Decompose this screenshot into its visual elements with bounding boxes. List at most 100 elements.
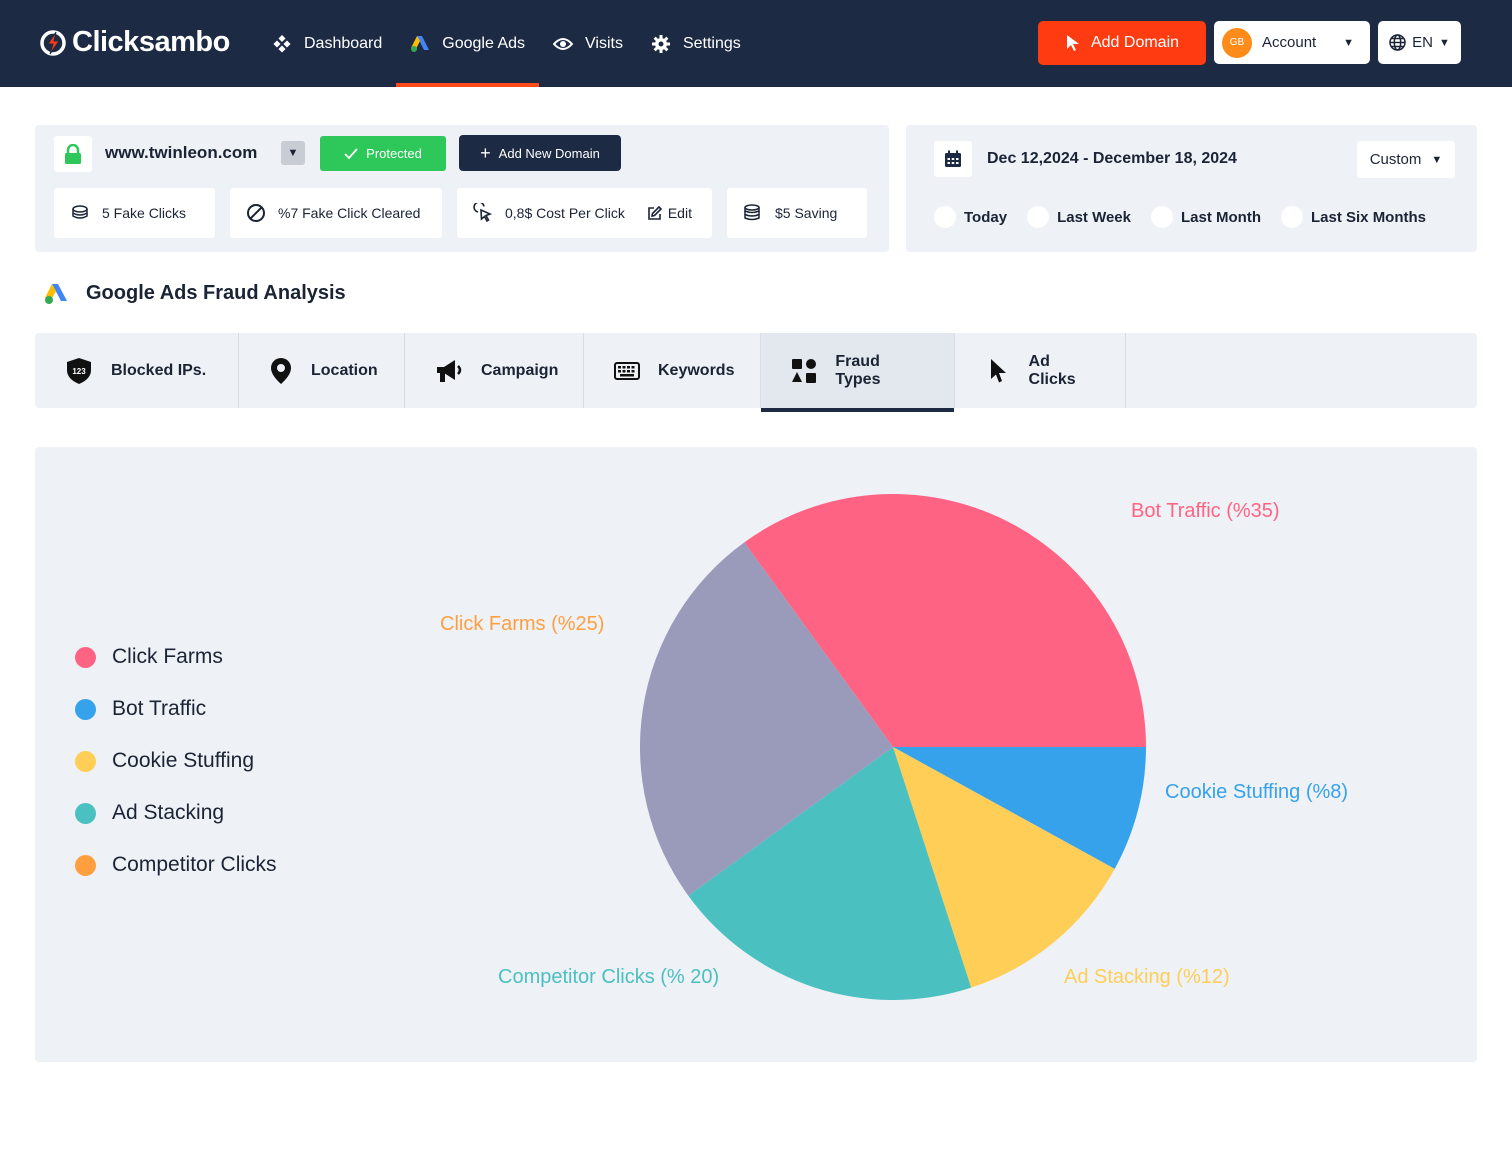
chevron-down-icon: ▼ [1431, 153, 1443, 166]
legend-label: Cookie Stuffing [112, 749, 255, 772]
edit-cpc-button[interactable]: Edit [647, 205, 692, 221]
click-pointer-icon [473, 203, 493, 223]
cursor-icon [985, 357, 1011, 385]
radio-last-week[interactable]: Last Week [1027, 206, 1131, 228]
legend-swatch [75, 750, 96, 772]
calendar-icon[interactable] [934, 141, 972, 177]
legend-label: Click Farms [112, 645, 223, 668]
check-icon [344, 147, 358, 159]
fake-clicks-label: 5 Fake Clicks [102, 205, 187, 221]
radio-circle [934, 206, 956, 228]
radio-last-six-months[interactable]: Last Six Months [1281, 206, 1426, 228]
cost-per-click-label: 0,8$ Cost Per Click [505, 205, 625, 221]
saving-label: $5 Saving [775, 205, 838, 221]
radio-today[interactable]: Today [934, 206, 1007, 228]
svg-text:123: 123 [72, 367, 86, 376]
protected-badge: Protected [320, 136, 446, 171]
fake-click-cleared-stat: %7 Fake Click Cleared [230, 188, 442, 238]
tab-ad-clicks[interactable]: Ad Clicks [955, 333, 1126, 408]
main-nav: Dashboard Google Ads Visits Settings [258, 0, 755, 87]
megaphone-icon [435, 357, 463, 385]
section-title-text: Google Ads Fraud Analysis [86, 282, 346, 304]
domain-dropdown-toggle[interactable]: ▼ [281, 141, 305, 165]
nav-dashboard-label: Dashboard [304, 34, 383, 52]
pie-label-cookie-stuffing: Cookie Stuffing (%8) [1165, 781, 1348, 803]
add-domain-label: Add Domain [1090, 34, 1180, 51]
chart-legend: Click Farms Bot Traffic Cookie Stuffing … [75, 631, 277, 891]
nav-settings[interactable]: Settings [637, 0, 755, 87]
keyboard-icon [614, 357, 640, 385]
domain-name: www.twinleon.com [105, 143, 258, 162]
cost-per-click-stat: 0,8$ Cost Per Click Edit [457, 188, 712, 238]
legend-swatch [75, 802, 96, 824]
nav-google-ads[interactable]: Google Ads [396, 0, 539, 87]
tab-keywords[interactable]: Keywords [584, 333, 761, 408]
date-quick-options: Today Last Week Last Month Last Six Mont… [934, 206, 1426, 228]
fraud-types-pie-chart: Bot Traffic (%35) Cookie Stuffing (%8) Ad … [440, 494, 1348, 1000]
pie-label-bot-traffic: Bot Traffic (%35) [1131, 500, 1280, 522]
tab-location[interactable]: Location [239, 333, 405, 408]
add-new-domain-button[interactable]: + Add New Domain [459, 135, 621, 171]
gear-icon [651, 34, 671, 54]
date-filter-panel: Dec 12,2024 - December 18, 2024 Custom ▼… [906, 125, 1477, 252]
section-title: Google Ads Fraud Analysis [44, 282, 346, 305]
nav-visits-label: Visits [585, 34, 623, 52]
eye-icon [553, 34, 574, 54]
radio-circle [1281, 206, 1303, 228]
add-new-domain-label: Add New Domain [498, 145, 600, 161]
pie-slice-ad-stacking[interactable] [893, 747, 1115, 988]
google-ads-icon [45, 283, 67, 304]
pie-slice-bot-traffic[interactable] [744, 494, 1146, 747]
dashboard-icon [272, 34, 292, 54]
nav-google-ads-label: Google Ads [442, 34, 526, 52]
account-dropdown[interactable]: GB Account ▼ [1214, 21, 1370, 64]
pie-label-click-farms: Click Farms (%25) [440, 613, 604, 635]
account-label: Account [1262, 34, 1317, 51]
tab-fraud-types[interactable]: Fraud Types [761, 333, 955, 412]
fake-clicks-stat: 5 Fake Clicks [54, 188, 215, 238]
logo-icon [40, 29, 66, 56]
domain-panel: www.twinleon.com ▼ Protected + Add New D… [35, 125, 889, 252]
logo[interactable]: Clicksambo [38, 26, 230, 59]
add-domain-button[interactable]: Add Domain [1038, 21, 1206, 65]
legend-swatch [75, 854, 96, 876]
radio-last-month[interactable]: Last Month [1151, 206, 1261, 228]
radio-label: Today [964, 208, 1008, 226]
language-label: EN [1412, 34, 1433, 51]
pie-slice-cookie-stuffing[interactable] [893, 747, 1146, 869]
analysis-tabs: 123 Blocked IPs. Location Campaign Keywo… [35, 333, 1477, 412]
edit-label: Edit [667, 205, 692, 221]
tab-blocked-ips[interactable]: 123 Blocked IPs. [35, 333, 239, 408]
tab-campaign[interactable]: Campaign [405, 333, 584, 408]
radio-circle [1027, 206, 1050, 228]
nav-dashboard[interactable]: Dashboard [258, 0, 396, 87]
tab-label: Location [311, 361, 378, 379]
stack-icon [72, 205, 88, 219]
tab-label: Ad Clicks [1028, 352, 1076, 388]
legend-item: Cookie Stuffing [75, 735, 277, 787]
chevron-down-icon: ▼ [1343, 36, 1354, 49]
legend-swatch [75, 646, 96, 668]
tab-label: Fraud Types [835, 352, 881, 388]
coins-icon [744, 204, 760, 221]
radio-label: Last Six Months [1311, 208, 1427, 226]
radio-label: Last Week [1057, 208, 1131, 226]
pie-slice-click-farms[interactable] [640, 542, 893, 896]
radio-label: Last Month [1181, 208, 1261, 226]
fake-click-cleared-label: %7 Fake Click Cleared [278, 205, 421, 221]
date-range-select[interactable]: Custom ▼ [1357, 141, 1455, 178]
globe-icon [1389, 34, 1406, 51]
edit-icon [648, 205, 662, 220]
nav-settings-label: Settings [682, 34, 741, 52]
legend-item: Bot Traffic [75, 683, 277, 735]
radio-circle [1151, 206, 1173, 228]
pie-slice-competitor-clicks[interactable] [688, 747, 972, 1000]
avatar: GB [1222, 27, 1252, 58]
shapes-icon [791, 357, 817, 385]
nav-visits[interactable]: Visits [539, 0, 637, 87]
protected-label: Protected [366, 146, 422, 161]
tab-label: Blocked IPs. [111, 361, 207, 379]
shield-123-icon: 123 [65, 357, 93, 385]
location-pin-icon [269, 357, 293, 385]
language-selector[interactable]: EN ▼ [1378, 21, 1461, 64]
